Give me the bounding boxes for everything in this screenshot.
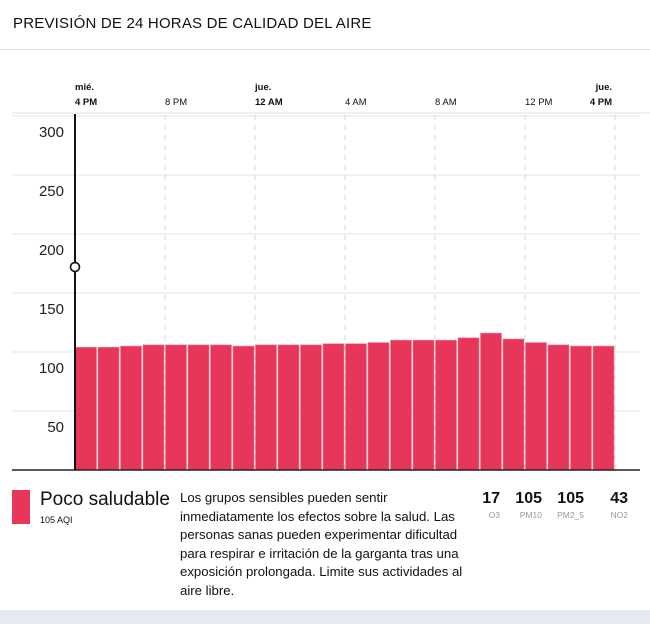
pollutant-value: 105 [557,490,584,507]
pollutant-no2: 43 NO2 [610,490,628,520]
bar[interactable] [97,346,120,471]
health-description: Los grupos sensibles pueden sentir inmed… [180,490,463,598]
bar[interactable] [480,332,502,471]
y-tick-label: 300 [39,124,64,141]
y-tick-label: 50 [47,419,64,436]
aqi-category: Poco saludable [40,489,170,510]
bar[interactable] [322,343,345,471]
bar[interactable] [75,346,97,471]
bar[interactable] [277,344,300,471]
y-tick-label: 200 [39,242,64,259]
y-tick-label: 150 [39,301,64,318]
bar[interactable] [412,339,435,471]
pollutant-value: 43 [610,490,628,507]
x-tick-time: 4 PM [590,97,612,108]
x-tick-time: 8 PM [165,97,187,108]
bar[interactable] [120,345,142,471]
bar[interactable] [210,344,232,471]
pollutant-o3: 17 O3 [482,490,500,520]
x-tick-time: 4 AM [345,97,367,108]
pollutant-pm10: 105 PM10 [515,490,542,520]
bar[interactable] [165,344,187,471]
bar[interactable] [502,338,525,471]
x-tick-day: jue. [595,82,612,93]
bar[interactable] [300,344,322,471]
bar[interactable] [255,344,277,471]
aqi-forecast-chart: 50 100 150 200 250 300 mié. 4 PM 8 PM jue. 12 AM 4 … [12,82,650,471]
bar[interactable] [457,337,480,471]
bar[interactable] [367,342,390,471]
bar[interactable] [345,343,367,471]
x-tick-time: 8 AM [435,97,457,108]
bar[interactable] [187,344,210,471]
y-tick-label: 250 [39,183,64,200]
y-tick-label: 100 [39,360,64,377]
page-title: PREVISIÓN DE 24 HORAS DE CALIDAD DEL AIR… [13,15,372,32]
bar[interactable] [592,345,615,471]
bar[interactable] [142,344,165,471]
bar[interactable] [547,344,570,471]
pollutant-pm2_5: 105 PM2_5 [557,490,584,520]
footer-strip [0,610,650,624]
x-tick-time: 12 AM [255,97,283,108]
bar[interactable] [525,342,547,471]
x-tick-day: jue. [254,82,271,93]
x-tick-day: mié. [75,82,94,93]
category-color-swatch [12,490,30,524]
header: PREVISIÓN DE 24 HORAS DE CALIDAD DEL AIR… [0,0,650,50]
pollutant-label: PM10 [519,510,542,520]
x-tick-time: 4 PM [75,97,97,108]
pollutant-value: 17 [482,490,500,507]
bar[interactable] [232,345,255,471]
aqi-value: 105 AQI [40,515,73,525]
pollutant-value: 105 [515,490,542,507]
pollutant-label: PM2_5 [557,510,584,520]
bar[interactable] [570,345,592,471]
pollutant-label: NO2 [610,510,628,520]
cursor-handle[interactable] [69,261,81,273]
bar[interactable] [435,339,457,471]
x-tick-time: 12 PM [525,97,553,108]
pollutant-label: O3 [488,510,500,520]
bar[interactable] [390,339,412,471]
